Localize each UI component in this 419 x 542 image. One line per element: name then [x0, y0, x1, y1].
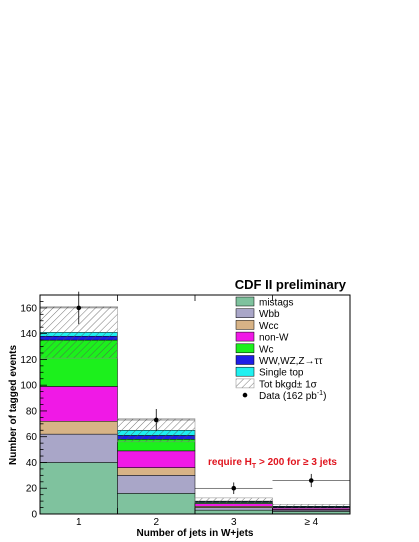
y-tick-label-0: 0 [31, 510, 37, 521]
legend-swatch-4 [235, 343, 255, 354]
legend-swatch-bkgd [235, 378, 255, 389]
y-tick-label-60: 60 [26, 432, 38, 443]
legend-label-3: non-W [259, 333, 289, 344]
legend-swatch-3 [235, 331, 255, 342]
legend-swatch-0 [235, 296, 255, 307]
y-tick-label-120: 120 [20, 355, 37, 366]
y-tick-label-140: 140 [20, 329, 37, 340]
data-point-3 [308, 478, 314, 483]
legend-label-1: Wbb [259, 309, 280, 320]
annotation-rest: > 200 for ≥ 3 jets [256, 457, 337, 468]
annotation-main: require H [208, 457, 252, 468]
data-point-1 [153, 417, 159, 423]
legend-swatch-5 [235, 355, 255, 365]
legend-label-2: Wcc [259, 321, 278, 332]
y-tick-label-160: 160 [20, 303, 37, 314]
x-axis-label: Number of jets in W+jets [137, 528, 254, 539]
legend-label-bkgd: Tot bkgd± 1σ [259, 379, 318, 390]
bar-2-1 [117, 467, 196, 476]
data-point-2 [231, 485, 237, 491]
bar-2-0 [39, 420, 118, 435]
legend-data-sup: -1 [317, 390, 323, 397]
bar-1-0 [39, 433, 118, 463]
x-tick-label-3: ≥ 4 [304, 517, 318, 528]
bar-0-0 [39, 462, 118, 515]
legend-label-5: WW,WZ,Z→ττ [259, 356, 322, 367]
chart-title: CDF II preliminary [235, 277, 347, 292]
bar-1-2 [194, 507, 273, 511]
y-tick-label-20: 20 [26, 484, 38, 495]
bar-3-1 [117, 450, 196, 468]
bar-0-1 [117, 493, 196, 515]
annotation-subscript: T [252, 463, 257, 470]
y-tick-label-80: 80 [26, 406, 38, 417]
legend-data-main: Data (162 pb [259, 391, 317, 402]
annotation-text: require HT > 200 for ≥ 3 jets [208, 457, 337, 470]
legend-label-4: Wc [259, 344, 273, 355]
bar-3-2 [194, 503, 273, 507]
legend-label-0: mistags [259, 298, 293, 309]
legend-swatch-6 [235, 366, 255, 377]
bkgd-band-2 [194, 497, 273, 504]
bkgd-band-3 [272, 504, 351, 509]
x-tick-label-1: 2 [153, 517, 159, 528]
bar-1-1 [117, 475, 196, 494]
legend-label-data: Data (162 pb-1) [259, 390, 326, 402]
bar-3-0 [39, 386, 118, 422]
y-axis-label: Number of tagged events [8, 345, 19, 465]
legend-swatch-1 [235, 308, 255, 318]
legend-marker-data [242, 392, 248, 398]
y-tick-label-100: 100 [20, 381, 37, 392]
bar-0-2 [194, 509, 273, 515]
legend-data-end: ) [323, 391, 326, 402]
x-tick-label-0: 1 [76, 517, 82, 528]
y-tick-label-40: 40 [26, 458, 38, 469]
data-point-0 [76, 305, 82, 311]
legend-swatch-2 [235, 320, 255, 330]
x-tick-label-2: 3 [231, 517, 237, 528]
legend-label-6: Single top [259, 368, 304, 379]
